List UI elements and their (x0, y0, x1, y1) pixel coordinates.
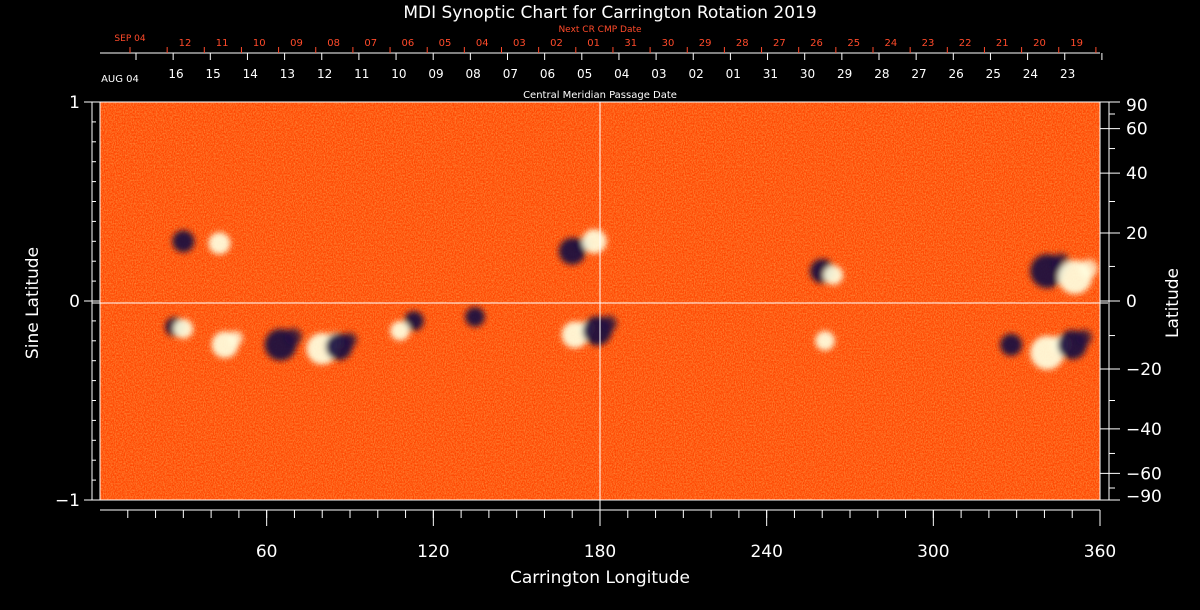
cmp-date: 14 (243, 67, 258, 81)
y-right-tick-label: 60 (1126, 120, 1148, 140)
cmp-date: 03 (651, 67, 666, 81)
cmp-date: 07 (503, 67, 518, 81)
y-right-axis: 90 60 40 20 0 −20 −40 −60 −90 (1100, 96, 1162, 507)
cmp-date: 24 (1023, 67, 1038, 81)
next-cr-date: 30 (662, 38, 675, 49)
cmp-date: 15 (206, 67, 221, 81)
active-region-positive (815, 331, 835, 351)
y-right-tick-label: −60 (1126, 464, 1162, 484)
next-cr-date: 09 (290, 38, 303, 49)
next-cr-date: 08 (327, 38, 340, 49)
cmp-date: 29 (837, 67, 852, 81)
next-cr-date: 12 (179, 38, 192, 49)
next-cr-date: 01 (587, 38, 600, 49)
x-tick-label: 120 (417, 542, 449, 562)
cmp-date: 16 (168, 67, 183, 81)
next-cr-date: 31 (624, 38, 637, 49)
next-cr-date: 02 (550, 38, 563, 49)
cmp-label: Central Meridian Passage Date (523, 90, 677, 101)
active-region-positive (582, 229, 607, 254)
next-cr-date: 07 (364, 38, 377, 49)
active-region-positive-fragment (228, 330, 244, 346)
cmp-date: 25 (986, 67, 1001, 81)
cmp-date: 30 (800, 67, 815, 81)
active-region-negative (1000, 333, 1023, 356)
next-cr-date: 06 (402, 38, 415, 49)
next-cr-date: 24 (884, 38, 897, 49)
next-cr-start: SEP 04 (114, 34, 145, 44)
next-cr-date: 10 (253, 38, 266, 49)
y-left-tick-label: −1 (55, 491, 80, 511)
y-left-tick-label: 1 (69, 93, 80, 113)
x-tick-label: 180 (584, 542, 616, 562)
next-cr-date: 20 (1033, 38, 1046, 49)
next-cr-date: 23 (922, 38, 935, 49)
next-cr-date: 25 (847, 38, 860, 49)
next-cr-date: 29 (699, 38, 712, 49)
x-axis: 60 120 180 240 300 360 (100, 509, 1116, 562)
active-region-negative (172, 230, 195, 253)
active-region-positive (823, 265, 844, 285)
y-right-tick-label: −40 (1126, 420, 1162, 440)
cmp-date: 02 (688, 67, 703, 81)
x-tick-label: 60 (256, 542, 278, 562)
cmp-date: 05 (577, 67, 592, 81)
active-region-negative-fragment (600, 315, 617, 332)
x-tick-label: 300 (917, 542, 949, 562)
next-cr-date: 22 (959, 38, 972, 49)
active-region-positive (390, 321, 410, 341)
cmp-date: 09 (428, 67, 443, 81)
next-cr-date: 27 (773, 38, 786, 49)
next-cr-date: 04 (476, 38, 489, 49)
active-region-negative-fragment (342, 332, 357, 348)
y-left-axis: 1 0 −1 (55, 93, 100, 511)
y-left-tick-label: 0 (69, 292, 80, 312)
cmp-date: 12 (317, 67, 332, 81)
active-region-negative (404, 311, 424, 331)
cmp-date: 27 (911, 67, 926, 81)
cmp-date: 11 (354, 67, 369, 81)
cmp-date: 01 (726, 67, 741, 81)
x-axis-label: Carrington Longitude (510, 568, 690, 588)
active-region-positive (208, 232, 231, 255)
active-region-positive (173, 319, 194, 339)
y-right-tick-label: 0 (1126, 292, 1137, 312)
active-region-positive-fragment (1079, 259, 1098, 278)
next-cr-date: 19 (1070, 38, 1083, 49)
y-right-tick-label: 40 (1126, 164, 1148, 184)
active-region-negative-fragment (1075, 329, 1092, 346)
next-cr-axis: Next CR CMP Date SEP 04 12 11 10 09 08 07 06 05… (100, 25, 1100, 54)
chart-title: MDI Synoptic Chart for Carrington Rotati… (403, 3, 816, 23)
cmp-date: 13 (280, 67, 295, 81)
cmp-date: 10 (391, 67, 406, 81)
cmp-axis: AUG 04 16 15 14 13 12 11 10 09 08 07 06 05 04 03 02 01 3… (101, 53, 1103, 101)
next-cr-date: 26 (810, 38, 823, 49)
cmp-date: 04 (614, 67, 629, 81)
active-region-negative (465, 307, 485, 327)
y-right-tick-label: −20 (1126, 360, 1162, 380)
y-right-tick-label: −90 (1126, 487, 1162, 507)
next-cr-date: 05 (439, 38, 452, 49)
next-cr-date: 11 (216, 38, 229, 49)
active-region-negative-fragment (284, 328, 302, 346)
next-cr-date: 28 (736, 38, 749, 49)
cmp-date: 28 (874, 67, 889, 81)
next-cr-label: Next CR CMP Date (558, 25, 642, 35)
y-right-tick-label: 90 (1126, 96, 1148, 116)
y-left-axis-label: Sine Latitude (23, 247, 43, 359)
cmp-date: 31 (763, 67, 778, 81)
x-tick-label: 360 (1084, 542, 1116, 562)
next-cr-date: 21 (996, 38, 1009, 49)
x-tick-label: 240 (750, 542, 782, 562)
cmp-date: 06 (540, 67, 555, 81)
y-right-axis-label: Latitude (1163, 268, 1183, 338)
cmp-date: 26 (949, 67, 964, 81)
cmp-start: AUG 04 (101, 74, 139, 85)
y-right-tick-label: 20 (1126, 224, 1148, 244)
cmp-date: 08 (466, 67, 481, 81)
cmp-date: 23 (1060, 67, 1075, 81)
next-cr-date: 03 (513, 38, 526, 49)
